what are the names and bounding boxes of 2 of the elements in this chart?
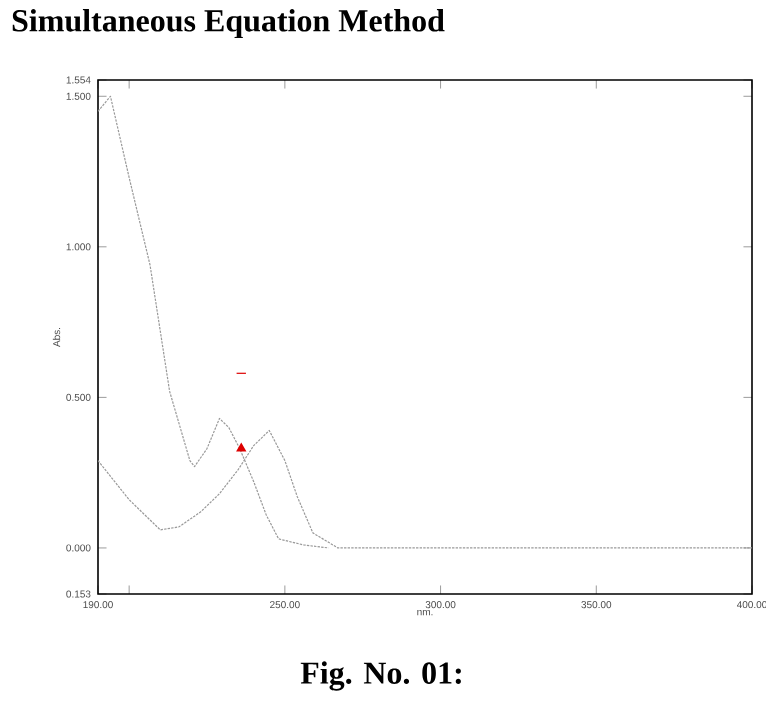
chart-title: Simultaneous Equation Method [12,9,445,39]
text: Fig. No. 01: [300,661,461,691]
